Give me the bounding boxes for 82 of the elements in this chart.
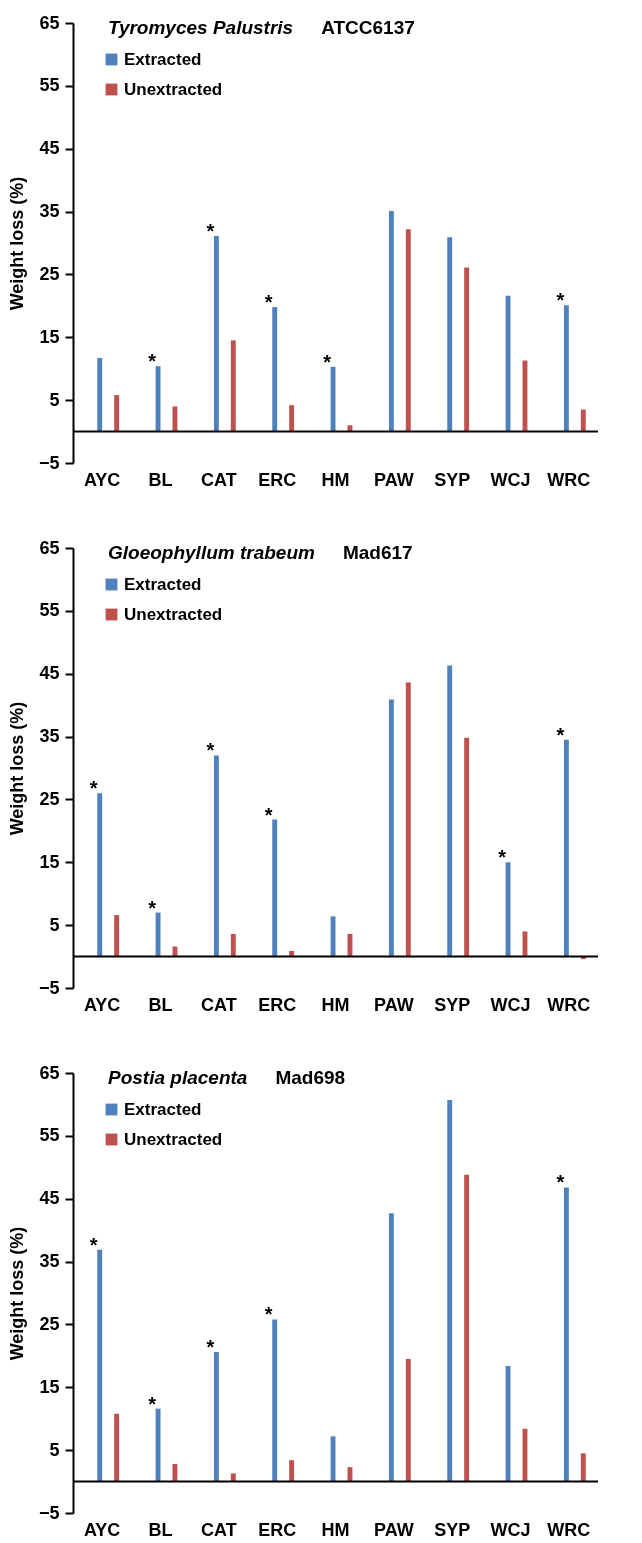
y-tick-label: 5 — [49, 914, 60, 935]
y-tick-label: 25 — [39, 1313, 60, 1334]
y-tick-label: 35 — [39, 201, 60, 222]
x-tick-label: BL — [148, 1519, 173, 1540]
y-axis-title: Weight loss (%) — [6, 176, 27, 311]
y-tick-label: 45 — [39, 1188, 60, 1209]
x-tick-label: PAW — [374, 994, 414, 1015]
annotation: * — [206, 220, 215, 243]
annotation: * — [556, 1171, 565, 1194]
x-tick-label: HM — [321, 994, 350, 1015]
chart-title: Tyromyces Palustris — [108, 17, 294, 38]
y-tick-label: 55 — [39, 600, 60, 621]
x-tick-label: CAT — [201, 1519, 237, 1540]
annotation: * — [498, 846, 507, 869]
chart-subtitle: ATCC6137 — [321, 17, 415, 38]
x-tick-label: PAW — [374, 469, 414, 490]
y-tick-label: 55 — [39, 75, 60, 96]
chart-title: Gloeophyllum trabeum — [108, 542, 316, 563]
chart-subtitle: Mad698 — [275, 1067, 346, 1088]
annotation: * — [264, 803, 273, 826]
y-axis-title: Weight loss (%) — [6, 701, 27, 836]
x-tick-label: SYP — [434, 1519, 471, 1540]
annotation: * — [148, 1392, 157, 1415]
annotation: * — [206, 1336, 215, 1359]
y-tick-label: 65 — [39, 1062, 60, 1083]
y-tick-label: 5 — [49, 389, 60, 410]
x-tick-label: ERC — [258, 994, 297, 1015]
annotation: * — [323, 350, 332, 373]
x-tick-label: AYC — [83, 1519, 121, 1540]
x-tick-label: CAT — [201, 994, 237, 1015]
annotation: * — [264, 291, 273, 314]
x-tick-label: BL — [148, 994, 173, 1015]
legend-label: Unextracted — [124, 79, 223, 99]
x-tick-label: ERC — [258, 469, 297, 490]
x-tick-label: AYC — [83, 469, 121, 490]
annotation: * — [556, 723, 565, 746]
x-tick-label: WRC — [547, 1519, 591, 1540]
x-tick-label: BL — [148, 469, 173, 490]
chart-title: Postia placenta — [108, 1067, 248, 1088]
annotation: * — [148, 896, 157, 919]
chart-subtitle: Mad617 — [342, 542, 413, 563]
y-tick-label: −5 — [38, 977, 60, 998]
legend-label: Extracted — [124, 1099, 202, 1119]
legend-label: Unextracted — [124, 1129, 223, 1149]
x-tick-label: WCJ — [490, 1519, 531, 1540]
annotation: * — [556, 289, 565, 312]
y-tick-label: 65 — [39, 12, 60, 33]
x-tick-label: WRC — [547, 469, 591, 490]
annotation: * — [206, 739, 215, 762]
x-tick-label: AYC — [83, 994, 121, 1015]
x-tick-label: WCJ — [490, 469, 531, 490]
y-tick-label: 25 — [39, 263, 60, 284]
x-tick-label: CAT — [201, 469, 237, 490]
legend-label: Extracted — [124, 49, 202, 69]
y-tick-label: 45 — [39, 663, 60, 684]
y-tick-label: 15 — [39, 851, 60, 872]
y-tick-label: 55 — [39, 1125, 60, 1146]
annotation: * — [148, 350, 157, 373]
x-tick-label: HM — [321, 1519, 350, 1540]
y-tick-label: −5 — [38, 1502, 60, 1523]
y-tick-label: 35 — [39, 726, 60, 747]
y-tick-label: 65 — [39, 537, 60, 558]
y-tick-label: 15 — [39, 326, 60, 347]
annotation: * — [264, 1303, 273, 1326]
x-tick-label: WRC — [547, 994, 591, 1015]
y-tick-label: 15 — [39, 1376, 60, 1397]
y-tick-label: 45 — [39, 138, 60, 159]
x-tick-label: ERC — [258, 1519, 297, 1540]
y-tick-label: −5 — [38, 452, 60, 473]
x-tick-label: WCJ — [490, 994, 531, 1015]
x-tick-label: HM — [321, 469, 350, 490]
y-tick-label: 25 — [39, 788, 60, 809]
annotation: * — [89, 777, 98, 800]
y-axis-title: Weight loss (%) — [6, 1226, 27, 1361]
legend-label: Unextracted — [124, 604, 223, 624]
legend-label: Extracted — [124, 574, 202, 594]
y-tick-label: 35 — [39, 1251, 60, 1272]
annotation: * — [89, 1233, 98, 1256]
x-tick-label: SYP — [434, 994, 471, 1015]
x-tick-label: PAW — [374, 1519, 414, 1540]
y-tick-label: 5 — [49, 1439, 60, 1460]
x-tick-label: SYP — [434, 469, 471, 490]
